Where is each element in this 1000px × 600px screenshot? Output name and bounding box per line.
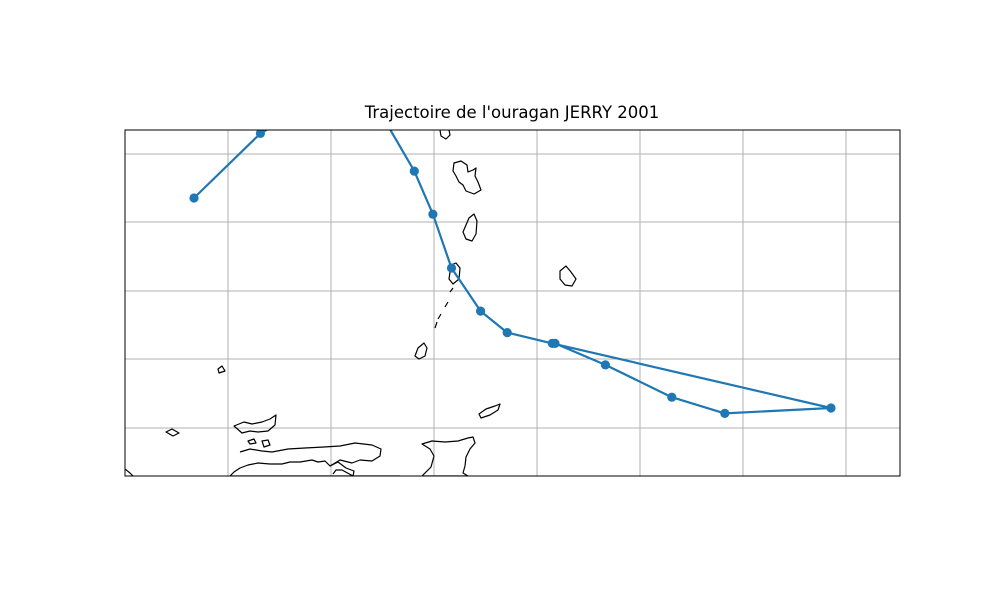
coastline-venezuela-coast — [229, 414, 400, 476]
track-point — [255, 130, 265, 138]
coastline-dominica — [462, 213, 478, 242]
coastline-islet-east — [559, 265, 577, 287]
graticule — [125, 130, 900, 476]
coastline-islet-west — [217, 365, 226, 374]
coastline-islet-south — [478, 403, 501, 419]
coastline-guadeloupe — [452, 160, 482, 195]
coastline-grenadines — [414, 342, 428, 360]
track-line — [193, 130, 833, 415]
track-point — [189, 193, 199, 203]
track-point — [446, 263, 457, 273]
coastline-trinidad — [421, 436, 476, 476]
coastlines — [125, 130, 577, 476]
coastline-venezuela-inlet — [329, 461, 355, 476]
coastline-islet-small — [165, 428, 180, 437]
track-point — [322, 91, 331, 100]
track-point — [409, 166, 419, 176]
coastline-corner — [125, 468, 134, 476]
track-point — [375, 107, 384, 116]
map-frame — [124, 129, 901, 477]
coastline-islets — [434, 287, 454, 329]
track-point — [502, 328, 512, 338]
track-point — [600, 360, 611, 370]
track-point — [667, 392, 677, 402]
coastline-island-north — [439, 130, 451, 140]
map-title: Trajectoire de l'ouragan JERRY 2001 — [364, 103, 660, 122]
track-point — [826, 403, 836, 413]
track-point — [720, 408, 730, 418]
track-point — [476, 306, 486, 316]
hurricane-track — [189, 91, 836, 418]
track-point — [550, 338, 560, 348]
track-point — [428, 209, 438, 219]
